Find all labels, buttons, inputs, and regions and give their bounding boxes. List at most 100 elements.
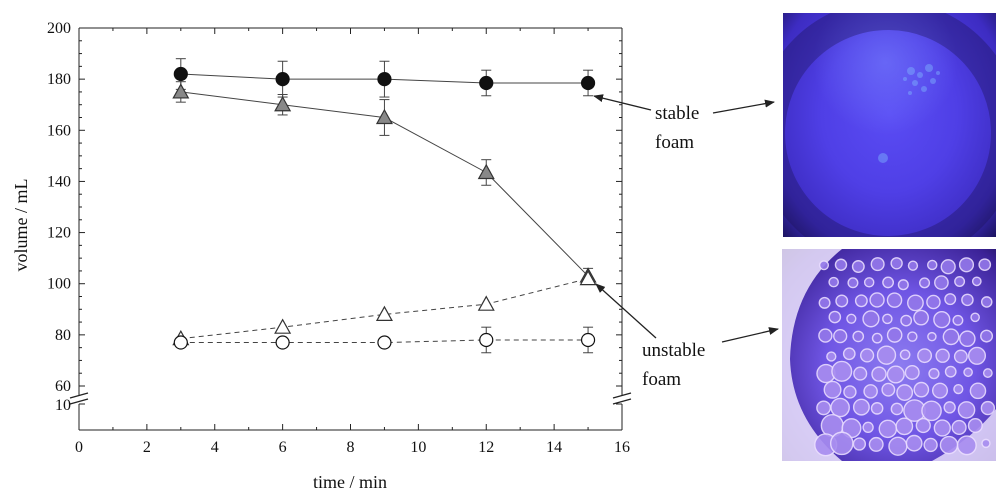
foam-bubble <box>971 276 982 287</box>
foam-bubble <box>939 435 959 455</box>
foam-bubble <box>935 348 950 363</box>
foam-bubble <box>956 435 977 456</box>
data-point <box>173 335 188 350</box>
foam-bubble <box>904 364 920 380</box>
foam-bubble <box>886 292 903 308</box>
x-tick-label: 6 <box>279 439 287 456</box>
axis-break-left <box>69 392 89 405</box>
foam-bubble <box>913 381 930 398</box>
foam-bubble <box>878 419 898 439</box>
y-tick-label: 60 <box>55 378 71 395</box>
series-gray-triangle <box>172 81 597 285</box>
stable-to-photo-arrow <box>712 99 775 114</box>
foam-bubble <box>944 365 957 378</box>
foam-bubble <box>852 437 867 451</box>
foam-bubble <box>953 349 968 364</box>
unstable-to-photo-arrow <box>721 327 779 343</box>
foam-bubble <box>961 293 974 307</box>
foam-bubble <box>921 400 942 422</box>
foam-bubble <box>853 366 868 381</box>
foam-bubble <box>826 351 837 362</box>
foam-bubble <box>829 431 854 456</box>
foam-bubble <box>896 384 914 401</box>
foam-bubble <box>899 349 911 361</box>
foam-bubble <box>843 385 857 399</box>
stable-foam-photo <box>783 13 996 237</box>
foam-bubble <box>926 294 941 310</box>
foam-bubble <box>980 296 993 308</box>
y-axis-title: volume / mL <box>11 179 31 272</box>
foam-bubble <box>933 419 951 437</box>
foam-bubble <box>882 276 895 289</box>
foam-bubble <box>944 293 957 306</box>
foam-bubble <box>959 330 976 348</box>
foam-bubble <box>871 332 883 344</box>
foam-bubble <box>928 368 940 380</box>
foam-bubble <box>900 314 913 327</box>
foam-bubble <box>890 402 904 416</box>
y-break-tick-label: 10 <box>55 397 71 414</box>
x-tick-label: 12 <box>478 439 494 456</box>
data-point <box>274 318 292 334</box>
foam-bubble <box>978 258 992 272</box>
foam-bubble <box>818 296 831 309</box>
foam-bubble <box>942 328 960 346</box>
foam-bubble <box>890 257 903 270</box>
foam-bubble <box>833 328 848 344</box>
foam-bubble <box>828 310 842 324</box>
x-tick-label: 4 <box>211 439 219 456</box>
foam-bubble <box>895 417 914 436</box>
x-tick-labels: 0 2 4 6 8 10 12 14 16 <box>75 439 630 456</box>
x-tick-label: 16 <box>614 439 630 456</box>
foam-bubble <box>927 331 937 342</box>
foam-bubble <box>957 401 976 419</box>
unstable-foam-photo <box>782 249 996 461</box>
data-point <box>580 332 596 348</box>
axis-break-right <box>612 392 632 405</box>
series-layer <box>172 58 597 354</box>
data-point <box>479 332 494 348</box>
y-tick-label: 80 <box>55 327 71 344</box>
foam-bubble <box>870 257 885 272</box>
data-point <box>477 163 495 180</box>
foam-bubble <box>952 314 964 326</box>
foam-bubble <box>835 294 849 308</box>
foam-bubble <box>842 347 856 361</box>
foam-bubble <box>897 279 909 291</box>
foam-bubble <box>881 382 896 397</box>
foam-bubble <box>917 348 933 364</box>
foam-bubble <box>931 382 949 399</box>
foam-bubble <box>823 380 842 399</box>
foam-bubble <box>862 421 874 434</box>
foam-bubble <box>919 277 931 289</box>
foam-bubble <box>980 329 994 343</box>
foam-bubble <box>886 365 905 384</box>
foam-bubble <box>818 328 833 343</box>
foam-bubble <box>854 294 868 308</box>
foam-bubble <box>969 382 987 400</box>
foam-bubble <box>953 384 964 395</box>
foam-bubble <box>981 438 991 449</box>
stable-to-curve-arrow <box>593 94 652 111</box>
series-open-triangle <box>172 269 597 346</box>
foam-bubble <box>870 402 884 415</box>
foam-bubble <box>852 330 865 343</box>
foam-bubble <box>907 331 918 342</box>
foam-bubble <box>933 311 951 329</box>
unstable-to-curve-arrow <box>595 283 657 339</box>
y-tick-label: 180 <box>47 71 71 88</box>
foam-bubble <box>886 327 903 343</box>
foam-bubble <box>834 258 848 271</box>
x-tick-label: 0 <box>75 439 83 456</box>
foam-bubble <box>871 366 887 382</box>
series-line <box>180 339 589 344</box>
foam-bubble <box>830 397 850 418</box>
x-tick-label: 10 <box>410 439 426 456</box>
y-tick-label: 200 <box>47 20 71 37</box>
foam-bubble <box>958 257 975 273</box>
data-point <box>275 335 290 350</box>
foam-bubble <box>847 277 859 289</box>
foam-bubble <box>934 275 949 290</box>
stable-label-line1: stable <box>655 103 699 124</box>
unstable-label-line1: unstable <box>642 340 705 361</box>
